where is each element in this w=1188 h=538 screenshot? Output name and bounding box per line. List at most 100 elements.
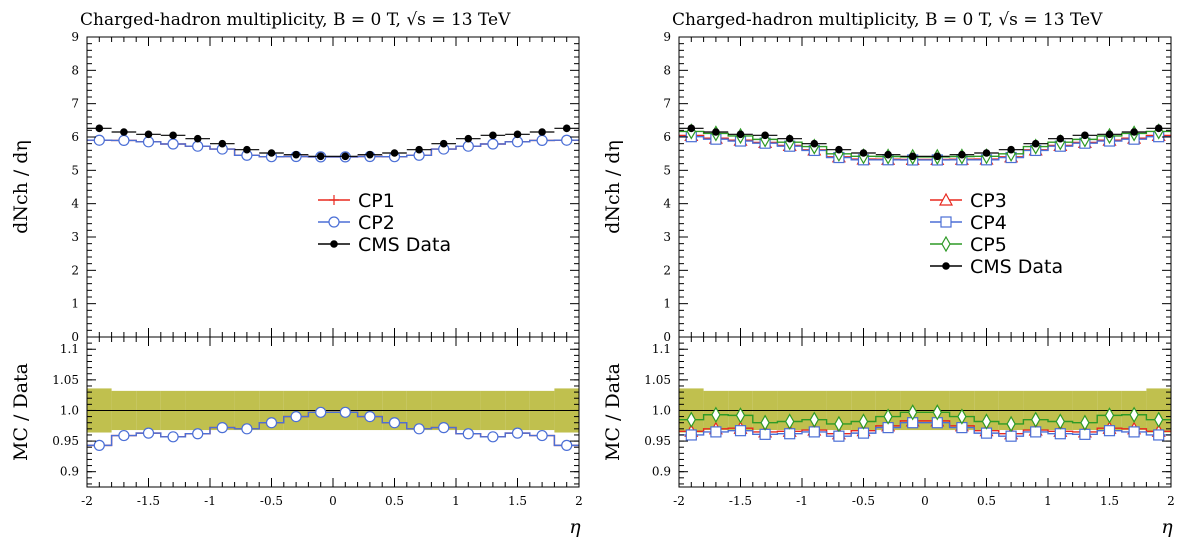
series-line-cp2 xyxy=(87,139,579,158)
x-tick-label: 0.5 xyxy=(977,494,996,508)
ratio-marker-cp4 xyxy=(710,426,722,438)
ratio-marker-cp5 xyxy=(711,406,721,423)
ratio-marker-cp5 xyxy=(735,407,746,424)
data-point xyxy=(1056,134,1065,143)
x-tick-label: -0.5 xyxy=(852,494,875,508)
data-point xyxy=(810,139,819,148)
ratio-marker-cp5 xyxy=(883,408,893,425)
y-tick-label: 1 xyxy=(663,297,671,311)
ratio-y-tick-label: 0.9 xyxy=(652,465,671,479)
y-tick-label: 5 xyxy=(71,163,79,177)
y-tick-label: 9 xyxy=(71,30,79,44)
marker-cp2 xyxy=(192,140,204,152)
data-point xyxy=(538,128,546,136)
chart-title: Charged-hadron multiplicity, B = 0 T, √s… xyxy=(672,10,1103,30)
y-tick-label: 7 xyxy=(71,97,79,111)
x-tick-label: -1.5 xyxy=(137,494,160,508)
y-tick-label: 8 xyxy=(663,63,671,77)
marker-cp2 xyxy=(462,140,474,152)
ratio-marker-cp5 xyxy=(1006,415,1016,433)
legend-label: CP1 xyxy=(358,190,395,212)
ratio-marker-cp2 xyxy=(167,431,179,443)
x-tick-label: 2 xyxy=(575,494,583,508)
data-point xyxy=(243,145,251,154)
ratio-marker-cp4 xyxy=(1005,430,1017,442)
data-point xyxy=(316,152,325,161)
data-point xyxy=(562,124,571,133)
y-tick-label: 5 xyxy=(663,163,671,177)
marker-cp2 xyxy=(487,138,499,150)
ratio-marker-cp2 xyxy=(487,431,499,443)
y-tick-label: 7 xyxy=(663,97,671,111)
ratio-marker-cp5 xyxy=(932,404,942,421)
data-point xyxy=(785,134,794,143)
x-tick-label: 1.5 xyxy=(1100,494,1119,508)
x-tick-label: -2 xyxy=(81,494,93,508)
ratio-marker-cp4 xyxy=(1030,426,1042,438)
ratio-y-axis-label: MC / Data xyxy=(10,363,32,461)
ratio-y-tick-label: 1.0 xyxy=(60,403,79,417)
ratio-y-tick-label: 0.95 xyxy=(644,434,671,448)
y-tick-label: 1 xyxy=(71,297,79,311)
x-tick-label: -1.5 xyxy=(729,494,752,508)
x-tick-label: 2 xyxy=(1167,494,1175,508)
y-tick-label: 3 xyxy=(71,230,79,244)
ratio-y-tick-label: 1.0 xyxy=(652,403,671,417)
marker-cp2 xyxy=(118,134,130,147)
y-tick-label: 8 xyxy=(71,63,79,77)
legend-marker xyxy=(941,235,951,253)
y-tick-label: 6 xyxy=(663,130,671,144)
data-point xyxy=(218,139,227,148)
ratio-marker-cp2 xyxy=(192,428,204,440)
ratio-y-tick-label: 0.9 xyxy=(60,465,79,479)
ratio-marker-cp2 xyxy=(364,410,376,423)
x-tick-label: 1 xyxy=(1044,494,1052,508)
ratio-marker-cp4 xyxy=(685,429,697,441)
y-axis-label: dNch / dη xyxy=(10,140,32,234)
y-tick-label: 2 xyxy=(663,263,671,277)
ratio-marker-cp2 xyxy=(438,422,450,434)
x-tick-label: 0 xyxy=(329,494,337,508)
marker-cp2 xyxy=(167,138,179,150)
ratio-marker-cp2 xyxy=(339,406,351,418)
x-axis-label: η xyxy=(1161,516,1173,538)
legend-label: CP5 xyxy=(970,234,1007,256)
ratio-marker-cp5 xyxy=(1104,407,1115,424)
legend-label: CP3 xyxy=(970,190,1007,212)
ratio-marker-cp5 xyxy=(1080,414,1090,431)
ratio-marker-cp4 xyxy=(734,425,747,437)
ratio-marker-cp2 xyxy=(216,422,228,434)
chart-title: Charged-hadron multiplicity, B = 0 T, √s… xyxy=(80,10,511,30)
data-point xyxy=(193,134,202,143)
ratio-marker-cp2 xyxy=(388,417,401,429)
ratio-marker-cp2 xyxy=(142,427,155,439)
data-point xyxy=(95,124,104,133)
data-point xyxy=(933,152,942,161)
data-point xyxy=(366,150,374,159)
ratio-marker-cp2 xyxy=(561,439,573,451)
left-panel: Charged-hadron multiplicity, B = 0 T, √s… xyxy=(10,10,583,538)
ratio-marker-cp4 xyxy=(1103,425,1116,437)
ratio-marker-cp4 xyxy=(784,428,796,440)
legend-label: CMS Data xyxy=(358,234,451,256)
data-point xyxy=(267,149,276,157)
data-point xyxy=(120,128,128,136)
ratio-marker-cp5 xyxy=(858,413,869,430)
ratio-marker-cp4 xyxy=(1128,426,1140,438)
legend-marker xyxy=(942,262,950,270)
x-tick-label: 1 xyxy=(452,494,460,508)
ratio-marker-cp5 xyxy=(686,411,696,428)
ratio-marker-cp5 xyxy=(957,408,967,425)
marker-cp2 xyxy=(561,134,573,146)
main-frame xyxy=(86,36,580,338)
data-point xyxy=(464,134,473,143)
ratio-marker-cp2 xyxy=(290,410,302,423)
legend-marker xyxy=(330,240,338,248)
right-panel: Charged-hadron multiplicity, B = 0 T, √s… xyxy=(602,10,1175,538)
ratio-y-tick-label: 1.05 xyxy=(52,373,79,387)
ratio-marker-cp4 xyxy=(808,426,820,438)
marker-cp2 xyxy=(93,134,105,146)
x-tick-label: -2 xyxy=(673,494,685,508)
data-point xyxy=(439,139,448,148)
